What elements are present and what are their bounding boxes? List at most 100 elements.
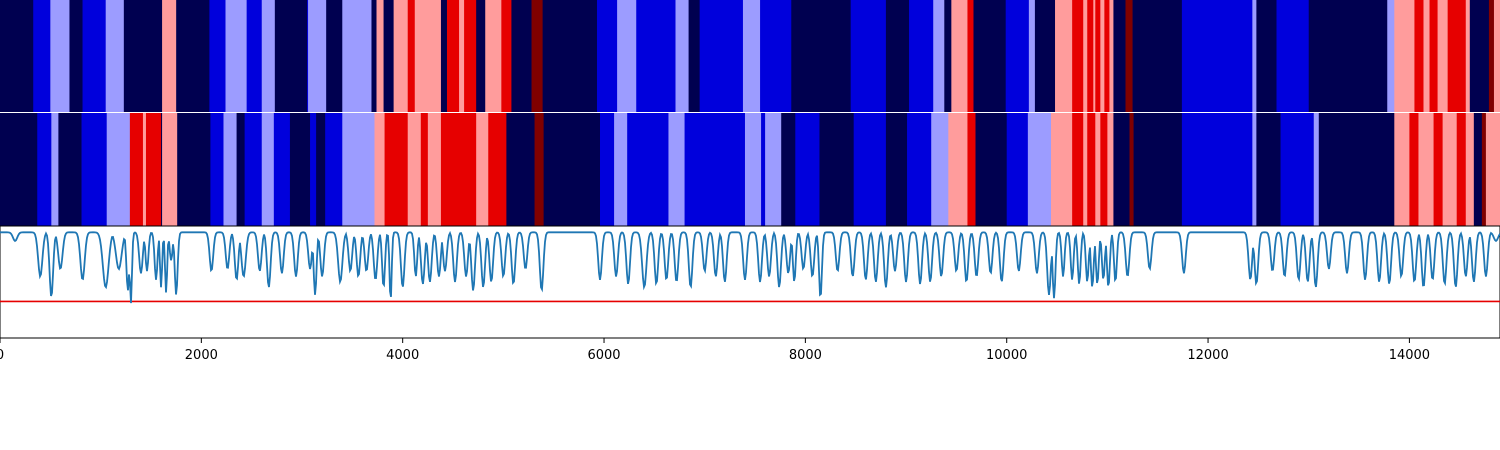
state-segment <box>1109 0 1114 112</box>
state-segment <box>145 113 162 226</box>
state-segment <box>1394 113 1410 226</box>
state-segment <box>967 113 976 226</box>
state-segment <box>81 113 108 226</box>
state-segment <box>1409 113 1419 226</box>
signal-panel-frame <box>0 225 1500 339</box>
state-segment <box>414 0 442 112</box>
state-segment <box>1028 0 1036 112</box>
state-segment <box>105 0 125 112</box>
state-segment <box>1087 113 1096 226</box>
state-segment <box>744 113 762 226</box>
state-segment <box>244 113 263 226</box>
state-segment <box>1418 113 1434 226</box>
state-segment <box>307 0 309 112</box>
x-tick-label: 8000 <box>789 348 822 363</box>
state-segment <box>326 0 343 112</box>
x-tick-label: 14000 <box>1389 348 1430 363</box>
state-segment <box>765 113 782 226</box>
state-segment <box>600 113 615 226</box>
state-segment <box>106 113 131 226</box>
state-segment <box>1034 0 1056 112</box>
state-segment <box>506 113 535 226</box>
state-segment <box>308 0 327 112</box>
state-segment <box>420 113 429 226</box>
state-segment <box>684 113 746 226</box>
state-segment <box>464 0 477 112</box>
state-segment <box>617 0 637 112</box>
state-segment <box>675 0 689 112</box>
state-segment <box>446 0 460 112</box>
state-segment <box>944 0 952 112</box>
state-segment <box>1447 0 1467 112</box>
state-segment <box>1005 0 1030 112</box>
state-segment <box>427 113 442 226</box>
x-tick-label: 12000 <box>1187 348 1228 363</box>
state-segment <box>1465 113 1475 226</box>
state-segment <box>1308 0 1388 112</box>
state-segment <box>1485 113 1500 226</box>
state-segment <box>1129 113 1134 226</box>
state-segment <box>261 0 276 112</box>
state-segment <box>1113 0 1126 112</box>
state-segment <box>742 0 761 112</box>
state-segment <box>69 0 83 112</box>
state-segment <box>162 0 177 112</box>
state-segment <box>501 0 512 112</box>
state-segment <box>261 113 275 226</box>
x-tick-label: 0 <box>0 348 4 363</box>
state-segment <box>50 0 70 112</box>
state-segment <box>1469 0 1490 112</box>
state-segment <box>342 0 372 112</box>
state-segment <box>1100 0 1105 112</box>
state-segment <box>542 0 598 112</box>
state-segment <box>795 113 820 226</box>
state-segment <box>531 0 544 112</box>
state-segment <box>316 113 326 226</box>
state-segment <box>246 0 263 112</box>
state-segment <box>907 113 932 226</box>
state-segment <box>627 113 669 226</box>
state-segment <box>1256 0 1277 112</box>
state-segment <box>1481 113 1487 226</box>
state-segment <box>636 0 676 112</box>
state-segment <box>476 113 489 226</box>
state-segment <box>761 113 766 226</box>
state-segment <box>543 113 601 226</box>
x-tick-label: 6000 <box>587 348 620 363</box>
state-segment <box>850 0 887 112</box>
state-segment <box>142 113 147 226</box>
state-segment <box>909 0 934 112</box>
state-segment <box>1072 113 1084 226</box>
state-segment <box>393 0 409 112</box>
signal-panel <box>0 225 1500 339</box>
state-segment <box>342 113 375 226</box>
state-segment <box>967 0 974 112</box>
state-track-bottom <box>0 113 1500 226</box>
state-segment <box>274 0 308 112</box>
state-segment <box>1280 113 1315 226</box>
state-segment <box>1493 0 1500 112</box>
state-segment <box>123 0 163 112</box>
state-segment <box>688 0 701 112</box>
state-segment <box>383 0 395 112</box>
state-segment <box>1433 113 1444 226</box>
state-segment <box>511 0 532 112</box>
state-segment <box>485 0 502 112</box>
state-segment <box>668 113 685 226</box>
state-segment <box>325 113 343 226</box>
state-segment <box>1125 0 1133 112</box>
state-segment <box>1442 113 1458 226</box>
state-segment <box>1313 113 1320 226</box>
state-segment <box>176 0 210 112</box>
state-segment <box>1252 0 1257 112</box>
state-segment <box>289 113 311 226</box>
state-segment <box>407 113 422 226</box>
state-segment <box>1113 113 1130 226</box>
state-segment <box>853 113 887 226</box>
state-segment <box>791 0 797 112</box>
state-segment <box>534 113 545 226</box>
state-segment <box>1006 113 1029 226</box>
state-segment <box>407 0 416 112</box>
state-segment <box>225 0 248 112</box>
